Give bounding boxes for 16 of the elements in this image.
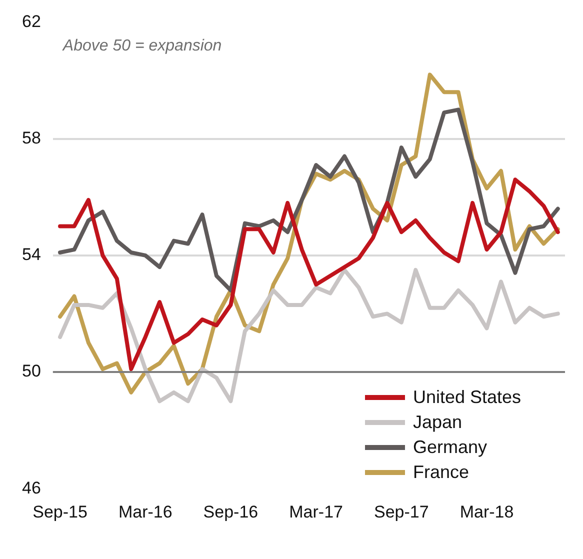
y-tick-label: 46 bbox=[22, 478, 41, 498]
legend-label: Japan bbox=[413, 412, 462, 433]
x-tick-label: Mar-18 bbox=[460, 502, 514, 522]
x-tick-label: Sep-16 bbox=[203, 502, 258, 522]
x-tick-label: Sep-17 bbox=[374, 502, 429, 522]
legend-label: Germany bbox=[413, 436, 488, 458]
legend-label: France bbox=[413, 462, 470, 483]
legend-label: United States bbox=[413, 386, 522, 408]
x-tick-label: Mar-16 bbox=[118, 502, 172, 522]
y-tick-label: 54 bbox=[22, 245, 41, 264]
y-tick-label: 62 bbox=[22, 12, 41, 31]
x-tick-label: Mar-17 bbox=[289, 502, 343, 522]
y-tick-label: 50 bbox=[22, 362, 41, 381]
x-tick-label: Sep-15 bbox=[32, 502, 88, 522]
annotation: Above 50 = expansion bbox=[62, 38, 222, 55]
y-tick-label: 58 bbox=[22, 128, 41, 148]
